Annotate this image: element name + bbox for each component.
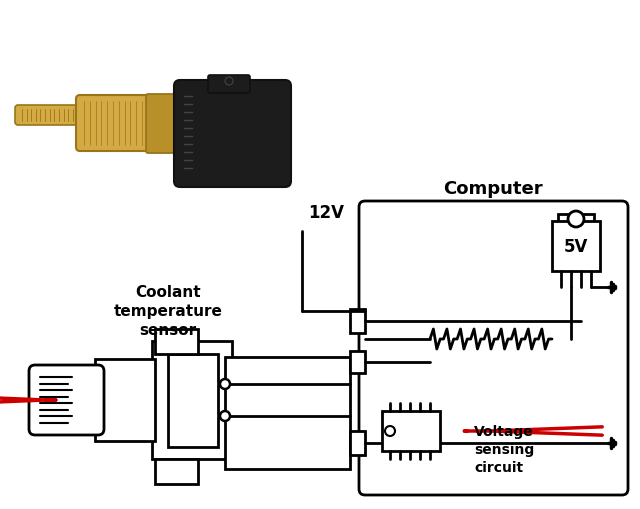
Bar: [350, 431, 365, 455]
Bar: [225, 357, 350, 469]
FancyBboxPatch shape: [76, 96, 179, 152]
Text: 5V: 5V: [564, 238, 588, 256]
Bar: [95, 359, 155, 441]
Circle shape: [385, 426, 395, 436]
FancyBboxPatch shape: [208, 76, 250, 94]
Circle shape: [225, 78, 233, 86]
FancyBboxPatch shape: [15, 106, 91, 126]
Text: Coolant
temperature
sensor: Coolant temperature sensor: [113, 285, 223, 338]
FancyBboxPatch shape: [359, 202, 628, 495]
Bar: [552, 221, 600, 271]
Bar: [558, 215, 594, 228]
Bar: [155, 459, 198, 484]
Circle shape: [568, 212, 584, 228]
Text: 12V: 12V: [308, 204, 344, 221]
Text: Computer: Computer: [443, 180, 543, 197]
FancyBboxPatch shape: [174, 81, 291, 188]
Circle shape: [220, 411, 230, 421]
FancyBboxPatch shape: [29, 365, 104, 435]
FancyBboxPatch shape: [146, 95, 185, 154]
Bar: [152, 342, 232, 459]
Text: Voltage
sensing
circuit: Voltage sensing circuit: [474, 424, 534, 474]
Bar: [350, 309, 365, 333]
Circle shape: [220, 379, 230, 389]
Bar: [155, 329, 198, 354]
Bar: [350, 351, 365, 373]
Bar: [168, 354, 218, 447]
Bar: [382, 411, 440, 451]
